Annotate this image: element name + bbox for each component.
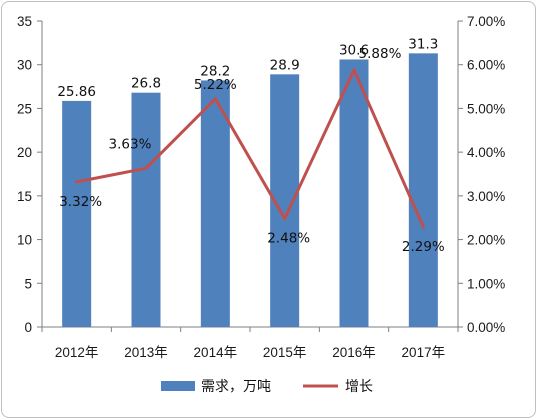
left-tick-label: 10 — [17, 233, 32, 248]
data-labels: 25.86 26.8 28.2 28.9 30.6 31.3 3.32% 3.63% 5.22%… — [57, 36, 445, 255]
bar — [408, 53, 438, 327]
right-tick-label: 1.00% — [467, 276, 505, 291]
bar-value-label: 28.2 — [200, 63, 230, 79]
left-tick-label: 30 — [17, 58, 32, 73]
legend-swatch-bar — [161, 381, 195, 391]
right-tick-label: 4.00% — [467, 145, 505, 160]
x-tick-label: 2012年 — [55, 345, 99, 360]
line-point — [352, 68, 356, 72]
bar — [339, 59, 369, 328]
bar — [131, 92, 161, 327]
right-tick-label: 6.00% — [467, 58, 505, 73]
line-value-label: 3.63% — [109, 136, 152, 152]
line-point — [213, 97, 217, 101]
legend-label-bar: 需求，万吨 — [201, 379, 271, 395]
bar — [62, 100, 92, 327]
x-tick-label: 2014年 — [194, 345, 238, 360]
right-tick-label: 0.00% — [467, 320, 505, 335]
legend-label-line: 增长 — [345, 379, 373, 395]
x-tick-label: 2015年 — [263, 345, 307, 360]
right-tick-label: 7.00% — [467, 14, 505, 29]
right-tick-label: 2.00% — [467, 233, 505, 248]
right-tick-label: 5.00% — [467, 101, 505, 116]
bar-value-label: 30.6 — [339, 42, 369, 58]
line-point — [421, 225, 425, 229]
left-tick-label: 25 — [17, 101, 32, 116]
bar-value-label: 25.86 — [57, 84, 96, 100]
line-value-label: 5.88% — [359, 46, 402, 62]
line-value-label: 2.29% — [402, 239, 445, 255]
x-tick-label: 2016年 — [332, 345, 376, 360]
line-value-label: 3.32% — [59, 194, 102, 210]
bar-value-label: 31.3 — [408, 36, 438, 52]
line-point — [75, 180, 79, 184]
bar-value-label: 28.9 — [270, 57, 300, 73]
bar-series — [62, 53, 438, 328]
line-value-label: 2.48% — [267, 231, 310, 247]
line-point — [144, 166, 148, 170]
chart-axes: 0 5 10 15 20 25 30 35 0.00% 1.00% 2.00% 3.00% 4.00% 5… — [17, 14, 505, 360]
bar — [200, 80, 230, 327]
x-tick-label: 2017年 — [402, 345, 446, 360]
left-tick-label: 20 — [17, 145, 32, 160]
growth-line — [75, 68, 425, 229]
bar-value-label: 26.8 — [131, 76, 161, 92]
right-tick-label: 3.00% — [467, 189, 505, 204]
line-series — [75, 68, 425, 229]
left-tick-label: 0 — [24, 320, 32, 335]
legend: 需求，万吨 增长 — [161, 379, 373, 395]
left-tick-label: 15 — [17, 189, 32, 204]
x-tick-label: 2013年 — [124, 345, 168, 360]
line-point — [283, 217, 287, 221]
line-value-label: 5.22% — [194, 77, 237, 93]
left-tick-label: 5 — [24, 276, 32, 291]
left-tick-label: 35 — [17, 14, 32, 29]
